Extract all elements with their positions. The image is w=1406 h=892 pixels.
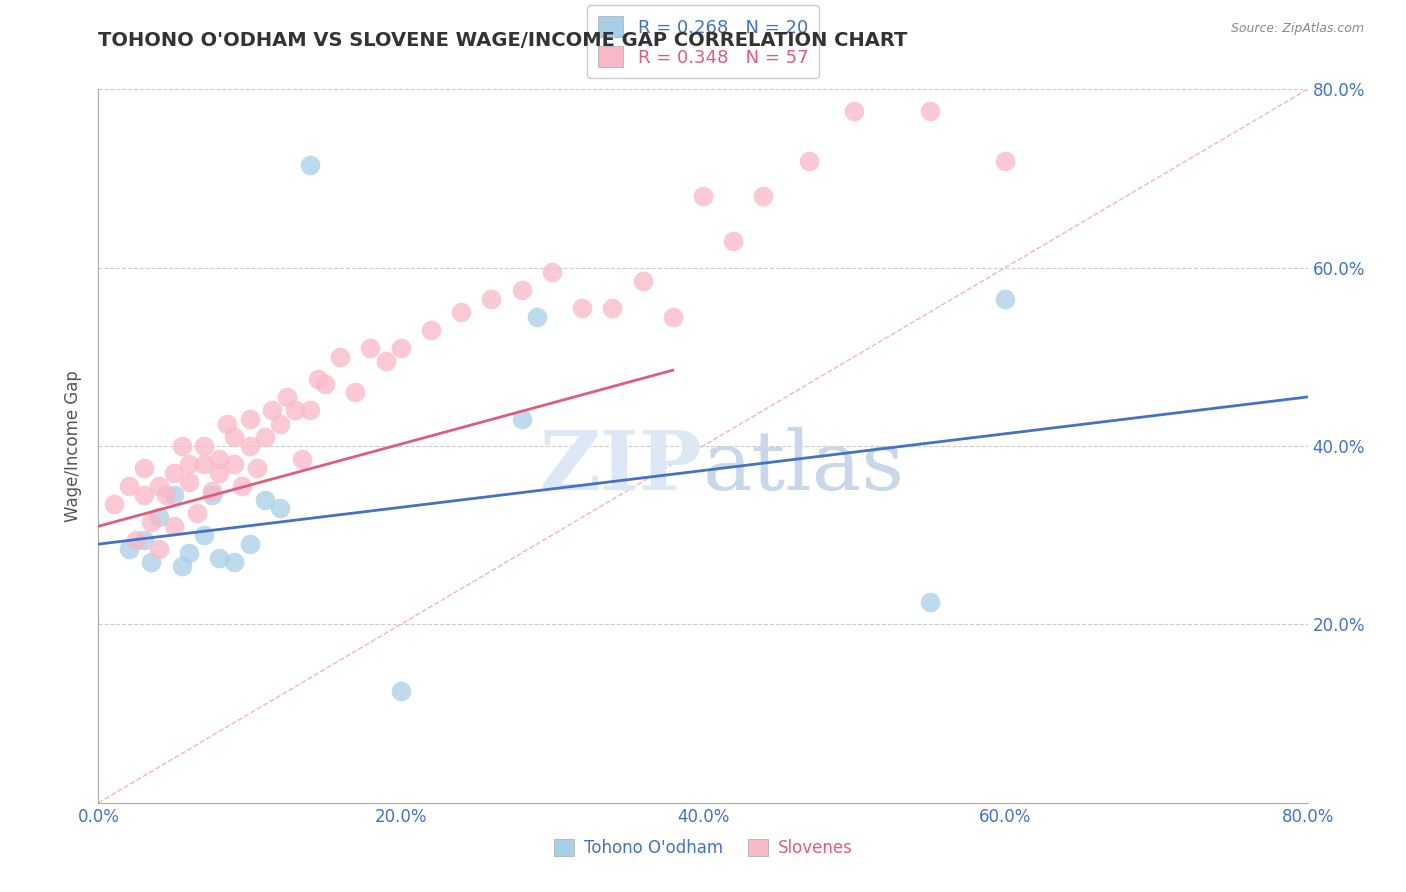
Point [918,104,941,119]
Text: TOHONO O'ODHAM VS SLOVENE WAGE/INCOME GAP CORRELATION CHART: TOHONO O'ODHAM VS SLOVENE WAGE/INCOME GA… [98,31,908,50]
Point [141,555,163,569]
Point [239,537,262,551]
Point [193,439,215,453]
Point [329,350,352,364]
Point [231,479,253,493]
Point [224,555,246,569]
Point [344,385,367,400]
Point [314,376,336,391]
Point [602,301,624,315]
Point [844,104,866,119]
Point [420,323,443,337]
Point [526,310,548,324]
Point [208,466,231,480]
Point [132,533,155,547]
Point [299,158,322,172]
Point [208,452,231,467]
Point [186,506,208,520]
Text: Source: ZipAtlas.com: Source: ZipAtlas.com [1230,22,1364,36]
Point [170,559,193,574]
Point [276,390,298,404]
Point [540,265,562,279]
Point [262,403,284,417]
Point [163,466,186,480]
Point [661,310,683,324]
Point [155,488,177,502]
Point [797,153,820,168]
Point [246,461,269,475]
Point [103,497,125,511]
Point [284,403,307,417]
Point [389,684,412,698]
Y-axis label: Wage/Income Gap: Wage/Income Gap [65,370,83,522]
Text: atlas: atlas [703,427,905,508]
Point [631,274,654,288]
Point [450,305,472,319]
Point [510,283,533,297]
Point [307,372,329,386]
Text: ZIP: ZIP [540,427,703,508]
Point [193,457,215,471]
Point [360,341,382,355]
Point [253,430,276,444]
Point [148,510,170,524]
Point [148,479,170,493]
Point [994,153,1017,168]
Point [571,301,593,315]
Point [291,452,314,467]
Point [253,492,276,507]
Point [163,519,186,533]
Point [224,430,246,444]
Point [374,354,396,368]
Point [132,488,155,502]
Legend: Tohono O'odham, Slovenes: Tohono O'odham, Slovenes [546,831,860,866]
Point [118,541,141,556]
Point [163,488,186,502]
Point [132,461,155,475]
Point [269,501,291,516]
Point [179,457,201,471]
Point [118,479,141,493]
Point [723,234,745,248]
Point [481,292,503,306]
Point [148,541,170,556]
Point [125,533,148,547]
Point [269,417,291,431]
Point [239,439,262,453]
Point [179,546,201,560]
Point [141,515,163,529]
Point [239,412,262,426]
Point [170,439,193,453]
Point [215,417,238,431]
Point [510,412,533,426]
Point [208,550,231,565]
Point [201,483,224,498]
Point [994,292,1017,306]
Point [389,341,412,355]
Point [299,403,322,417]
Point [193,528,215,542]
Point [179,475,201,489]
Point [752,189,775,203]
Point [201,488,224,502]
Point [692,189,714,203]
Point [224,457,246,471]
Point [918,595,941,609]
